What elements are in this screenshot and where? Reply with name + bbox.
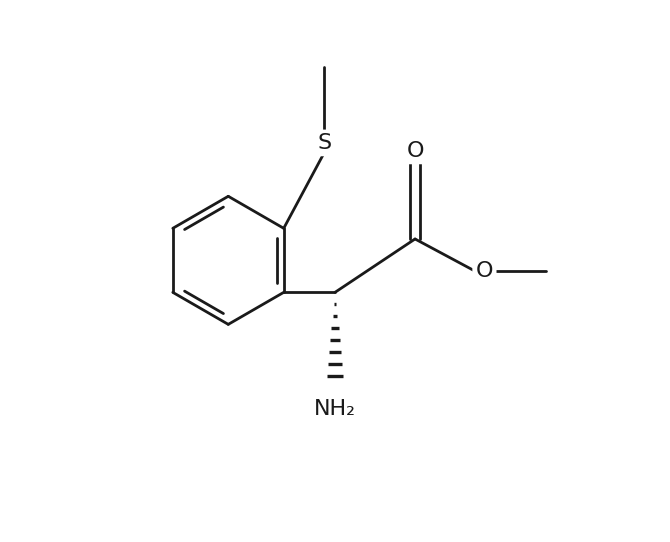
Text: S: S (318, 133, 332, 153)
Text: O: O (476, 261, 493, 281)
Text: NH₂: NH₂ (314, 399, 356, 419)
Text: O: O (406, 141, 424, 161)
